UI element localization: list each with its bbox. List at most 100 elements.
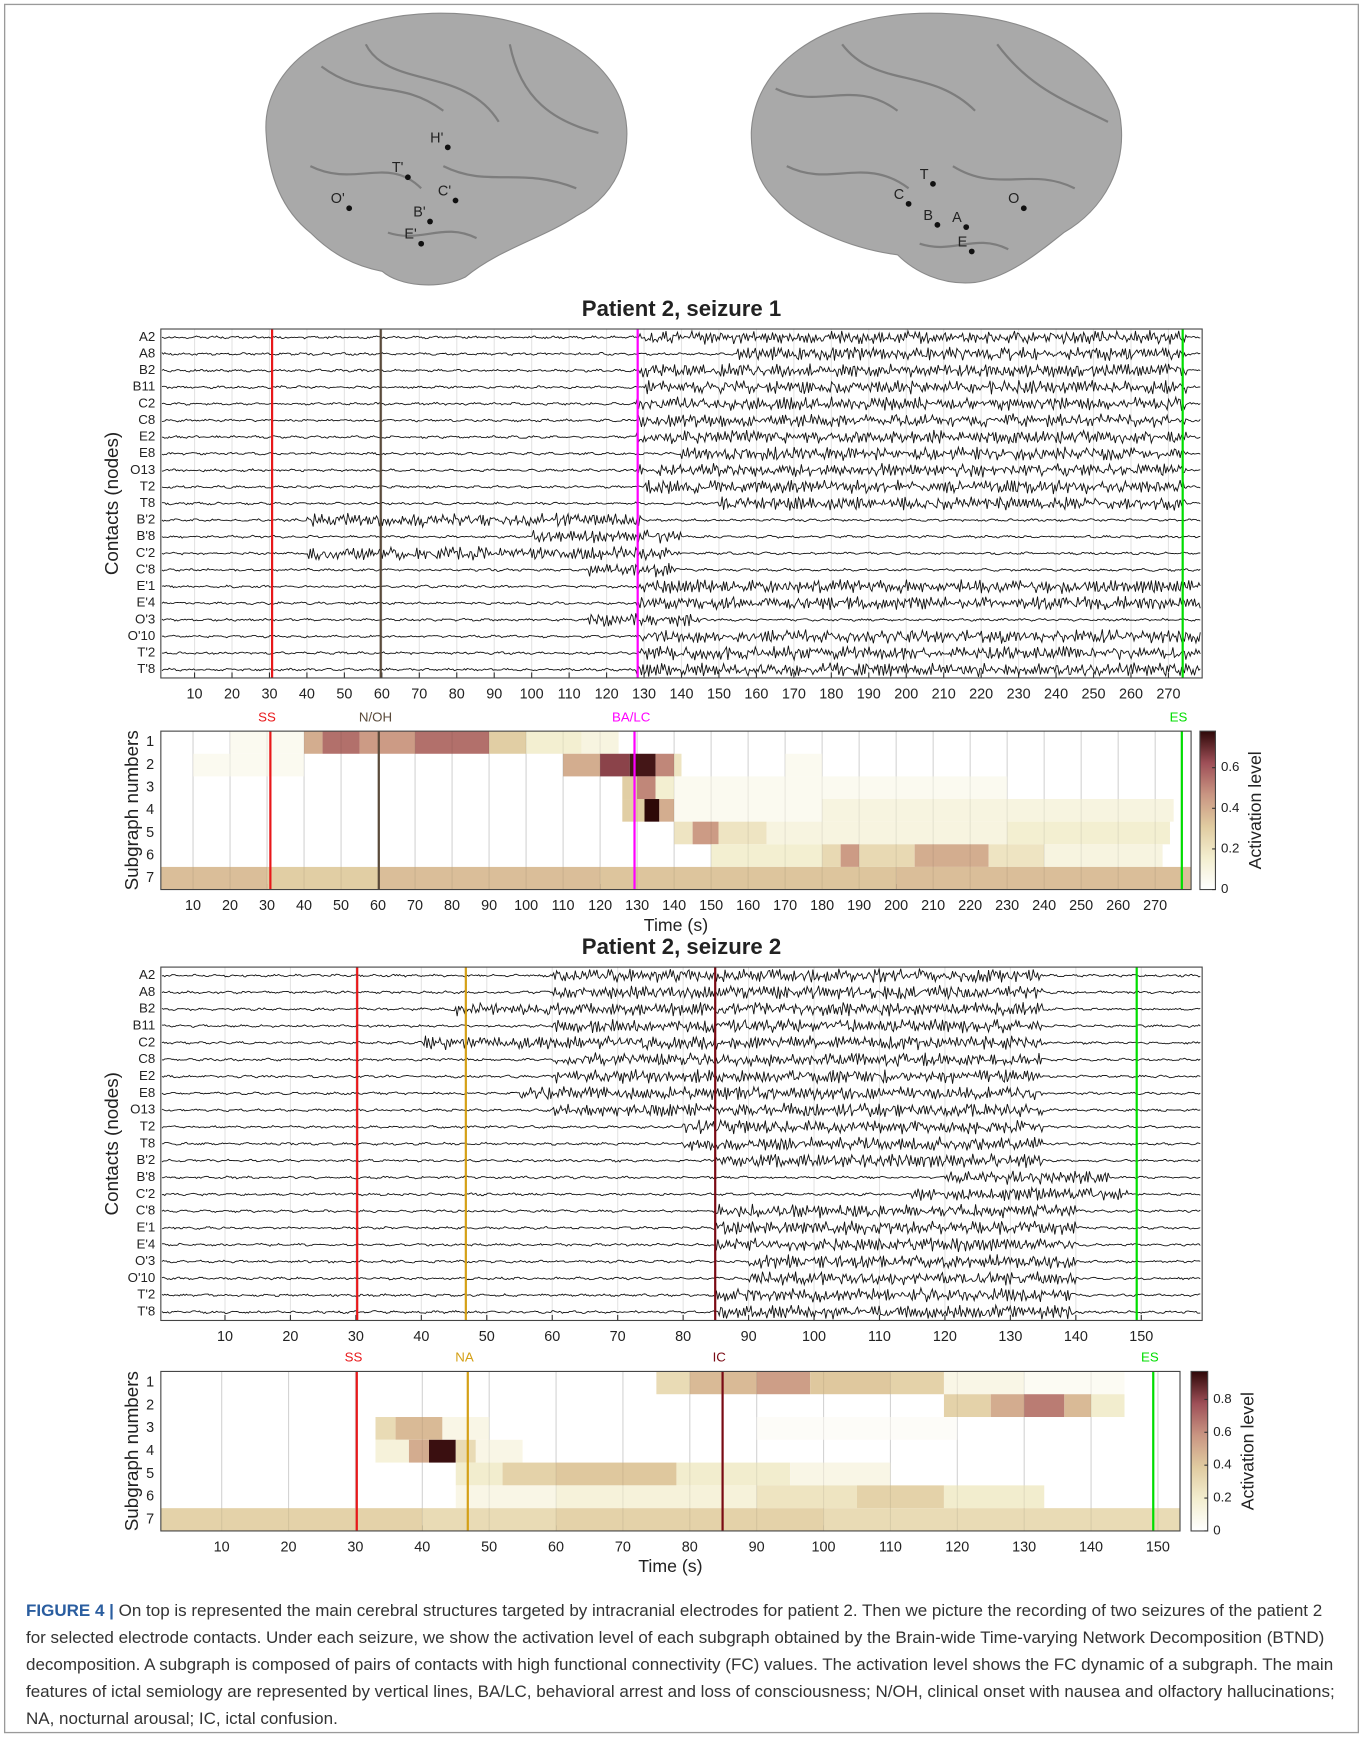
electrode-label: B — [923, 208, 933, 224]
event-label: SS — [345, 1350, 363, 1365]
heat-cell — [629, 753, 656, 777]
channel-label: E'4 — [137, 595, 156, 610]
channel-label: C'8 — [136, 1203, 156, 1218]
eeg-trace — [161, 595, 1201, 612]
eeg-trace — [161, 984, 1201, 1001]
x-tick-label: 70 — [615, 1539, 631, 1555]
plot-frame — [160, 328, 1203, 679]
channel-label: E'1 — [137, 578, 156, 593]
x-tick-label: 100 — [514, 898, 538, 914]
heat-cell — [943, 1394, 991, 1418]
x-tick-label: 60 — [548, 1539, 564, 1555]
heat-cell — [840, 844, 860, 867]
chart-title: Patient 2, seizure 2 — [582, 934, 781, 959]
x-tick-label: 90 — [481, 898, 497, 914]
y-tick-label: 6 — [146, 847, 154, 863]
event-label: SS — [258, 709, 276, 724]
electrode — [346, 205, 353, 212]
x-tick-label: 70 — [610, 1329, 626, 1345]
electrode-label: E' — [404, 227, 417, 243]
x-tick-label: 90 — [749, 1539, 765, 1555]
x-tick-label: 190 — [847, 898, 871, 914]
heat-cell — [378, 866, 601, 890]
channel-label: T'8 — [137, 661, 155, 676]
colorbar-tick-label: 0.8 — [1213, 1391, 1231, 1406]
y-tick-label: 4 — [146, 1443, 154, 1459]
heat-cell — [1044, 844, 1163, 867]
heat-cell — [581, 731, 619, 754]
heat-cell — [674, 753, 682, 777]
electrode — [968, 248, 975, 255]
plot-frame — [160, 966, 1203, 1322]
y-tick-label: 1 — [146, 734, 154, 750]
electrode-label: C' — [438, 183, 451, 199]
heat-cell — [656, 1371, 690, 1395]
heat-cell — [1024, 1394, 1065, 1418]
colorbar-tick-label: 0 — [1213, 1522, 1220, 1537]
event-label: IC — [713, 1350, 727, 1365]
eeg-trace — [161, 512, 1201, 529]
channel-label: C'2 — [136, 545, 156, 560]
heat-cell — [429, 1439, 456, 1463]
electrode — [404, 174, 411, 181]
channel-label: T8 — [140, 1135, 156, 1150]
electrode-label: C — [894, 187, 904, 203]
x-tick-label: 150 — [699, 898, 723, 914]
heat-cell — [160, 1508, 423, 1531]
x-tick-label: 160 — [736, 898, 760, 914]
eeg-trace — [161, 662, 1201, 678]
heat-cell — [659, 799, 675, 822]
x-tick-label: 30 — [348, 1329, 364, 1345]
electrode-label: H' — [430, 130, 443, 146]
heat-cell — [230, 731, 305, 754]
channel-label: E'1 — [137, 1219, 156, 1234]
x-tick-label: 30 — [259, 898, 275, 914]
x-tick-label: 40 — [414, 1539, 430, 1555]
eeg-trace — [161, 613, 1201, 627]
heat-cell — [822, 799, 1174, 822]
heat-cell — [756, 1485, 858, 1509]
x-tick-label: 130 — [625, 898, 649, 914]
colorbar — [1199, 730, 1217, 891]
eeg-trace — [161, 628, 1201, 645]
eeg-trace — [161, 529, 1201, 544]
x-tick-label: 210 — [921, 898, 945, 914]
electrode-label: O' — [331, 191, 345, 207]
heat-cell — [455, 1485, 557, 1509]
channel-label: O'3 — [135, 611, 155, 626]
eeg-trace — [161, 1017, 1201, 1034]
eeg-trace — [161, 1254, 1201, 1270]
x-tick-label: 120 — [933, 1329, 957, 1345]
electrode-label: B' — [413, 204, 426, 220]
electrode — [1020, 205, 1027, 212]
eeg-trace — [161, 1085, 1201, 1102]
x-tick-label: 120 — [595, 686, 619, 702]
x-tick-label: 90 — [741, 1329, 757, 1345]
x-tick-label: 50 — [481, 1539, 497, 1555]
x-tick-label: 240 — [1032, 898, 1056, 914]
x-tick-label: 20 — [222, 898, 238, 914]
y-tick-label: 1 — [146, 1375, 154, 1391]
x-tick-label: 230 — [995, 898, 1019, 914]
heat-cell — [422, 1508, 557, 1531]
heat-cell — [718, 821, 767, 845]
eeg-trace — [161, 413, 1201, 428]
eeg-trace — [161, 1170, 1201, 1185]
channel-label: T2 — [140, 1118, 156, 1133]
x-tick-label: 80 — [444, 898, 460, 914]
x-tick-label: 270 — [1143, 898, 1167, 914]
channel-label: B'2 — [137, 1152, 156, 1167]
y-tick-label: 2 — [146, 1397, 154, 1413]
channel-label: T2 — [140, 478, 156, 493]
eeg-trace — [161, 429, 1201, 445]
x-tick-label: 60 — [374, 686, 390, 702]
heat-cell — [455, 1439, 476, 1463]
channel-label: C2 — [138, 1034, 155, 1049]
channel-label: B'8 — [137, 1169, 156, 1184]
eeg-trace — [161, 1136, 1201, 1152]
heat-cell — [859, 844, 915, 867]
colorbar — [1190, 1370, 1209, 1532]
x-tick-label: 130 — [998, 1329, 1022, 1345]
channel-label: C'8 — [136, 561, 156, 576]
